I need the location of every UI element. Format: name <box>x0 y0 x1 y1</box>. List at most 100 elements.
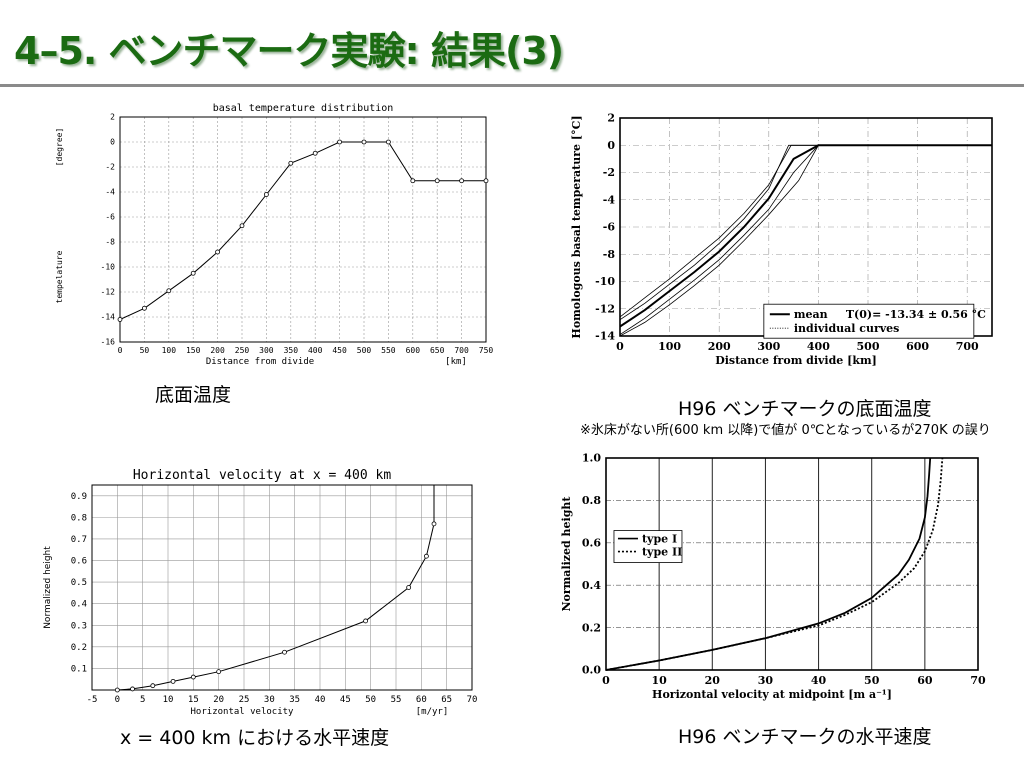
data-point <box>459 178 465 184</box>
y-tick-label: 0 <box>607 139 615 152</box>
note-error-270k: ※氷床がない所(600 km 以降)で値が 0℃となっているが270K の誤り <box>580 423 991 438</box>
horizontal-velocity-chart: -5 0 5 10 15 20 25 30 35 40 45 50 55 60 65 70 0.1 0.2 0.3 0… <box>43 468 478 717</box>
x-tick-label: 150 <box>186 346 201 355</box>
y-tick-label: -8 <box>105 238 115 247</box>
x-tick-label: 500 <box>857 340 880 353</box>
x-axis-unit: [m/yr] <box>416 707 449 717</box>
y-tick-label: 0.0 <box>582 664 601 677</box>
x-tick-label: 200 <box>708 340 731 353</box>
x-tick-label: 15 <box>188 695 199 705</box>
x-tick-label: 250 <box>235 346 250 355</box>
x-tick-label: 300 <box>259 346 274 355</box>
y-tick-label: -4 <box>603 193 616 206</box>
legend-box <box>613 530 683 563</box>
x-tick-label: 450 <box>332 346 347 355</box>
x-tick-label: 30 <box>758 674 774 687</box>
legend-type1-label: type I <box>642 533 677 546</box>
x-tick-label: -5 <box>87 695 98 705</box>
data-point <box>434 178 440 184</box>
data-point <box>483 178 489 184</box>
legend-mean-label: mean <box>794 308 828 321</box>
h96-horizontal-velocity-chart: 0 10 20 30 40 50 60 70 0.0 0.2 0.4 0.6 0.8 1.0 Horizon… <box>560 452 986 701</box>
y-tick-label: -2 <box>603 166 615 179</box>
chart-title: Horizontal velocity at x = 400 km <box>133 468 391 483</box>
y-tick-label: -8 <box>603 248 616 261</box>
x-tick-label: 0 <box>115 695 120 705</box>
x-tick-label: 0 <box>616 340 624 353</box>
data-point <box>130 686 135 692</box>
y-tick-label: -4 <box>105 188 115 197</box>
data-point <box>239 223 245 229</box>
x-tick-label: 50 <box>864 674 880 687</box>
data-point <box>150 683 156 689</box>
series-line <box>619 144 992 337</box>
x-tick-label: 45 <box>340 695 351 705</box>
caption-h96-horizontal-velocity: H96 ベンチマークの水平速度 <box>678 726 932 748</box>
y-tick-label: -14 <box>101 313 116 322</box>
y-axis-label: Normalized height <box>560 496 573 612</box>
x-tick-label: 0 <box>118 346 123 355</box>
x-tick-label: 100 <box>162 346 177 355</box>
x-tick-label: 200 <box>210 346 225 355</box>
y-tick-label: 0.7 <box>71 535 87 545</box>
data-point <box>166 288 172 294</box>
data-point <box>282 649 287 655</box>
x-tick-label: 50 <box>140 346 150 355</box>
x-tick-label: 300 <box>757 340 780 353</box>
x-tick-label: 10 <box>163 695 174 705</box>
y-tick-label: 0.3 <box>71 621 87 631</box>
y-tick-label: 0.4 <box>71 600 87 610</box>
data-point <box>410 178 416 184</box>
data-point <box>142 305 147 311</box>
y-tick-label: 1.0 <box>582 452 601 465</box>
legend-annotation: T(0)= -13.34 ± 0.56 °C <box>846 308 986 321</box>
y-axis-unit: [degree] <box>55 128 64 167</box>
x-tick-label: 40 <box>811 674 827 687</box>
y-axis-label: Homologous basal temperature [°C] <box>570 115 583 338</box>
title-divider <box>0 84 1024 87</box>
data-point <box>117 317 123 322</box>
x-tick-label: 400 <box>308 346 323 355</box>
x-tick-label: 350 <box>284 346 299 355</box>
x-axis-label: Horizontal velocity <box>191 707 295 717</box>
data-point <box>385 139 391 145</box>
h96-basal-temperature-chart: 0 100 200 300 400 500 600 700 -14 -12 -10 -8 -6 -4 -2 0… <box>570 112 993 367</box>
plot-frame <box>91 484 473 691</box>
x-tick-label: 10 <box>651 674 667 687</box>
x-axis-label: Distance from divide <box>206 357 314 367</box>
y-tick-label: -10 <box>595 275 615 288</box>
caption-basal-temperature: 底面温度 <box>155 384 232 406</box>
y-tick-label: 0.8 <box>71 513 87 523</box>
chart-title: basal temperature distribution <box>213 103 394 114</box>
data-point <box>263 192 269 197</box>
series-line <box>619 144 992 335</box>
x-tick-label: 600 <box>906 340 929 353</box>
data-point <box>337 139 343 145</box>
data-point <box>190 270 196 276</box>
y-tick-label: -14 <box>595 330 615 343</box>
series-line <box>117 485 435 691</box>
x-tick-label: 70 <box>467 695 478 705</box>
y-tick-label: -6 <box>603 221 616 234</box>
data-point <box>216 669 222 675</box>
y-tick-label: 0.6 <box>582 536 601 549</box>
y-tick-label: 0.9 <box>71 492 87 502</box>
x-tick-label: 650 <box>430 346 445 355</box>
y-tick-label: 0.4 <box>582 579 601 592</box>
y-axis-label: Normalized height <box>43 546 53 629</box>
data-point <box>312 150 318 156</box>
x-tick-label: 400 <box>807 340 830 353</box>
slide-title: 4–5. ベンチマーク実験: 結果(3) <box>14 29 564 73</box>
y-tick-label: -6 <box>105 213 115 222</box>
x-tick-label: 20 <box>705 674 721 687</box>
data-point <box>406 585 412 590</box>
x-tick-label: 70 <box>970 674 986 687</box>
y-tick-label: -2 <box>105 163 115 172</box>
basal-temperature-chart: 0 50 100 150 200 250 300 350 400 450 500 550 600 650 7… <box>55 103 493 367</box>
series-line <box>619 144 992 328</box>
x-axis-label: Horizontal velocity at midpoint [m a⁻¹] <box>652 688 892 701</box>
series-line <box>619 144 992 321</box>
x-tick-label: 600 <box>406 346 421 355</box>
legend-box <box>763 303 975 339</box>
data-point <box>363 618 369 624</box>
